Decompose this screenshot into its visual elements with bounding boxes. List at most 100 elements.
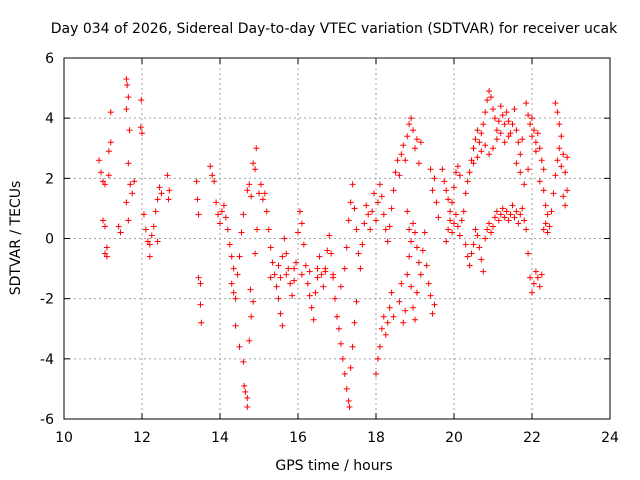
data-point xyxy=(466,262,473,269)
data-point xyxy=(497,130,504,137)
data-point xyxy=(345,217,352,224)
data-point xyxy=(347,364,354,371)
data-point xyxy=(384,319,391,326)
data-point xyxy=(101,181,108,188)
data-point xyxy=(267,244,274,251)
data-point xyxy=(534,274,541,281)
data-point xyxy=(277,310,284,317)
data-point xyxy=(493,127,500,134)
data-point xyxy=(398,280,405,287)
data-point xyxy=(511,106,518,113)
data-point xyxy=(146,241,153,248)
data-point xyxy=(413,289,420,296)
data-point xyxy=(195,211,202,218)
data-point xyxy=(406,253,413,260)
chart-title: Day 034 of 2026, Sidereal Day-to-day VTE… xyxy=(51,21,618,37)
data-point xyxy=(123,199,130,206)
data-point xyxy=(244,403,251,410)
data-point xyxy=(107,109,114,116)
data-point xyxy=(525,112,532,119)
data-point xyxy=(394,157,401,164)
data-point xyxy=(101,223,108,230)
data-point xyxy=(195,274,202,281)
data-point xyxy=(275,262,282,269)
data-point xyxy=(536,145,543,152)
data-point xyxy=(501,214,508,221)
data-point xyxy=(466,169,473,176)
data-point xyxy=(241,382,248,389)
data-point xyxy=(139,130,145,137)
data-point xyxy=(103,244,110,251)
data-point xyxy=(318,271,325,278)
data-point xyxy=(273,283,280,290)
data-point xyxy=(343,244,350,251)
data-point xyxy=(376,343,383,350)
data-point xyxy=(517,169,524,176)
data-point xyxy=(454,163,461,170)
data-point xyxy=(493,208,500,215)
data-point xyxy=(316,253,323,260)
data-point xyxy=(474,232,481,239)
data-point xyxy=(527,121,534,128)
data-point xyxy=(462,190,469,197)
data-point xyxy=(400,319,407,326)
data-point xyxy=(396,172,403,179)
y-tick-label: -6 xyxy=(40,412,54,428)
data-point xyxy=(404,133,411,140)
data-point xyxy=(374,199,381,206)
data-point xyxy=(194,196,201,203)
data-point xyxy=(252,166,259,173)
data-point xyxy=(298,220,305,227)
data-point xyxy=(100,178,106,185)
data-point xyxy=(357,265,364,272)
data-point xyxy=(532,268,539,275)
data-point xyxy=(267,274,274,281)
data-point xyxy=(322,265,329,272)
data-point xyxy=(398,151,405,158)
data-point xyxy=(536,178,543,185)
data-point xyxy=(123,106,130,113)
data-point xyxy=(283,250,290,257)
data-point xyxy=(464,253,471,260)
data-point xyxy=(556,145,563,152)
data-point xyxy=(515,220,522,227)
data-point xyxy=(478,256,485,263)
data-point xyxy=(310,316,317,323)
data-point xyxy=(144,238,151,245)
x-tick-label: 18 xyxy=(367,430,385,446)
data-point xyxy=(263,208,270,215)
data-point xyxy=(542,202,549,209)
x-tick-label: 14 xyxy=(211,430,229,446)
data-point xyxy=(451,184,457,191)
data-point xyxy=(490,223,496,230)
data-point xyxy=(339,355,346,362)
data-point xyxy=(534,130,541,137)
data-point xyxy=(347,199,354,206)
data-point xyxy=(343,385,350,392)
data-point xyxy=(503,208,510,215)
y-tick-label: -4 xyxy=(40,352,54,368)
data-point xyxy=(281,235,288,242)
data-point xyxy=(410,304,417,311)
data-point xyxy=(449,229,456,236)
data-point xyxy=(207,163,214,170)
data-point xyxy=(452,169,459,176)
data-point xyxy=(499,112,506,119)
data-point xyxy=(441,178,448,185)
data-point xyxy=(443,187,450,194)
data-point xyxy=(439,166,446,173)
data-point xyxy=(341,370,348,377)
y-tick-label: 0 xyxy=(45,232,54,248)
data-point xyxy=(554,109,561,116)
data-point xyxy=(230,265,237,272)
data-point xyxy=(285,265,292,272)
data-point xyxy=(259,196,266,203)
x-axis-label: GPS time / hours xyxy=(275,458,392,474)
data-point xyxy=(215,211,222,218)
data-point xyxy=(408,283,415,290)
data-point xyxy=(390,187,397,194)
data-point xyxy=(556,121,563,128)
data-point xyxy=(564,187,571,194)
data-point xyxy=(482,142,489,149)
data-point xyxy=(218,208,225,215)
